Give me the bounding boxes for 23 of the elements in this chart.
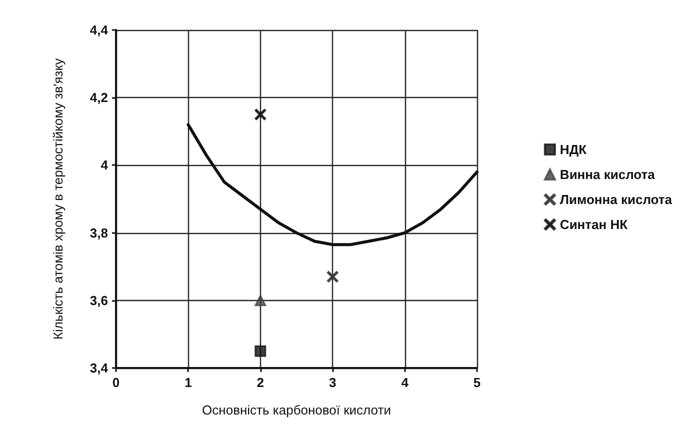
y-tick-label: 3,6: [90, 292, 108, 308]
point: [254, 294, 266, 306]
x-tick-label: 4: [401, 375, 410, 390]
x-tick-label: 2: [256, 375, 264, 390]
y-tick-label: 3,4: [90, 360, 109, 376]
x-tick-label: 5: [473, 375, 481, 390]
y-tick-label: 3,8: [90, 225, 108, 240]
y-tick-label: 4,4: [90, 22, 109, 38]
y-axis-title: Кількість атомів хрому в термостійкому зв'язку: [50, 58, 66, 340]
point: [254, 108, 266, 120]
legend-label: Лимонна кислота: [560, 192, 673, 207]
legend-label: НДК: [560, 142, 587, 157]
point: [254, 345, 266, 357]
x-tick-label: 0: [112, 375, 120, 390]
line-series: [186, 123, 478, 246]
point: [326, 270, 338, 282]
x-axis-title: Основність карбонової кислоти: [202, 402, 391, 418]
legend-label: Синтан НК: [560, 217, 628, 232]
legend-label: Винна кислота: [560, 167, 656, 182]
y-tick-label: 4,2: [90, 90, 108, 106]
x-tick-label: 1: [184, 375, 192, 390]
y-tick-label: 4: [100, 158, 109, 173]
x-tick-label: 3: [328, 375, 336, 390]
